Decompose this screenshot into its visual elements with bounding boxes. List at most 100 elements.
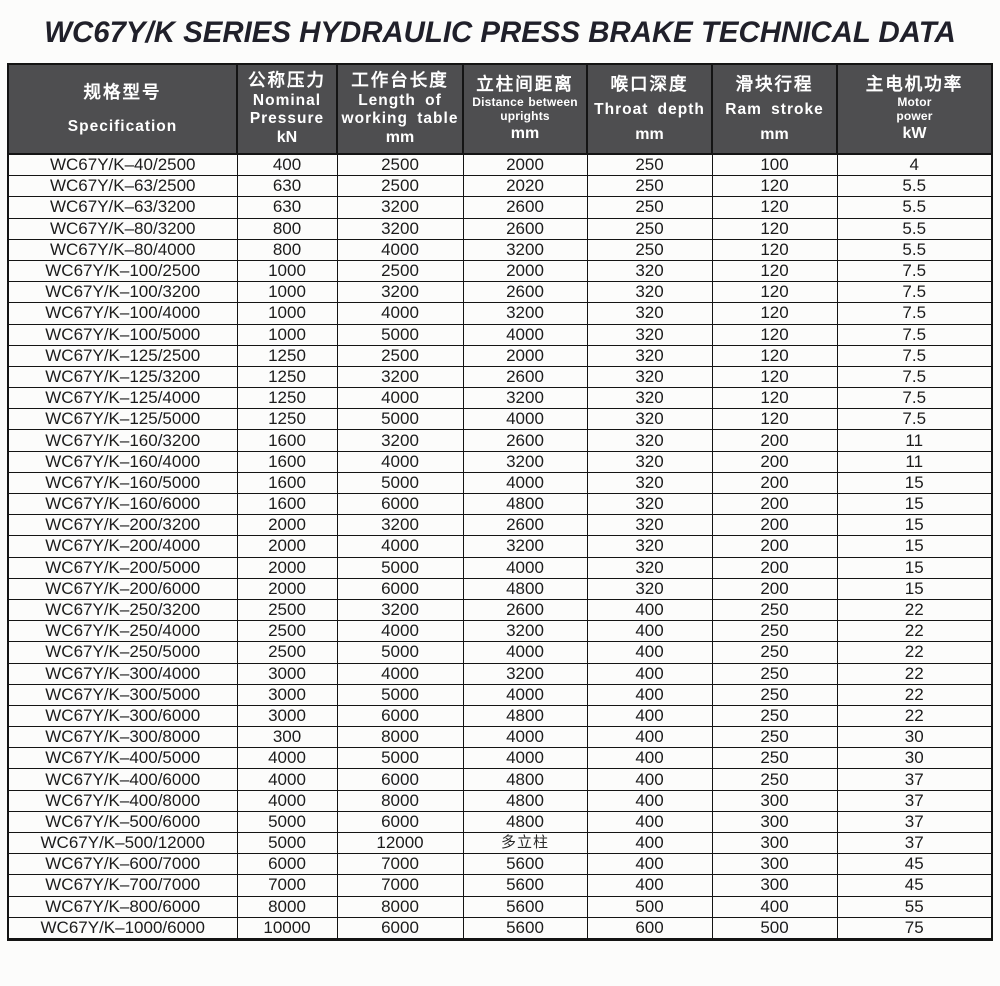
value-cell: 400 xyxy=(586,747,713,770)
value-cell: 5600 xyxy=(462,895,588,918)
value-cell: 1000 xyxy=(236,302,338,325)
header-en-label: power xyxy=(896,109,933,124)
value-cell: 320 xyxy=(586,471,713,495)
value-cell: 15 xyxy=(836,492,993,516)
value-cell: 7.5 xyxy=(836,281,993,304)
table-row: WC67Y/K–100/2500 1000 2500 2000 320 120 7.5 xyxy=(7,259,993,283)
spec-cell: WC67Y/K–63/2500 xyxy=(7,175,238,198)
table-row: WC67Y/K–40/2500 400 2500 2000 250 100 4 xyxy=(7,153,993,177)
column-header-nominal-pressure: 公称压力 Nominal Pressure kN xyxy=(236,63,338,155)
spec-cell: WC67Y/K–700/7000 xyxy=(7,874,238,897)
value-cell: 1600 xyxy=(236,429,338,452)
value-cell: 3200 xyxy=(462,535,588,558)
value-cell: 6000 xyxy=(336,704,464,728)
table-row: WC67Y/K–500/6000 5000 6000 4800 400 300 37 xyxy=(7,810,993,834)
value-cell: 4800 xyxy=(462,577,588,600)
value-cell: 400 xyxy=(586,704,713,728)
value-cell: 120 xyxy=(711,259,838,283)
value-cell: 7.5 xyxy=(836,323,993,346)
spec-cell: WC67Y/K–200/4000 xyxy=(7,535,238,558)
value-cell: 5000 xyxy=(236,831,338,855)
spec-cell: WC67Y/K–125/5000 xyxy=(7,408,238,431)
table-row: WC67Y/K–160/6000 1600 6000 4800 320 200 15 xyxy=(7,492,993,516)
value-cell: 4000 xyxy=(336,450,464,473)
table-row: WC67Y/K–500/12000 5000 12000 多立柱 400 300 37 xyxy=(7,831,993,855)
value-cell: 400 xyxy=(586,726,713,749)
header-unit-label: mm xyxy=(385,128,415,146)
table-row: WC67Y/K–63/2500 630 2500 2020 250 120 5.5 xyxy=(7,175,993,198)
value-cell: 4000 xyxy=(236,789,338,812)
spec-cell: WC67Y/K–300/8000 xyxy=(7,726,238,749)
value-cell: 2600 xyxy=(462,196,588,219)
value-cell: 2600 xyxy=(462,514,588,537)
value-cell: 120 xyxy=(711,238,838,261)
value-cell: 250 xyxy=(586,153,713,177)
value-cell: 320 xyxy=(586,281,713,304)
value-cell: 7.5 xyxy=(836,387,993,410)
table-row: WC67Y/K–125/2500 1250 2500 2000 320 120 7.5 xyxy=(7,344,993,367)
value-cell: 8000 xyxy=(336,726,464,749)
value-cell: 2500 xyxy=(236,598,338,622)
value-cell: 2000 xyxy=(236,514,338,537)
value-cell: 250 xyxy=(711,726,838,749)
value-cell: 120 xyxy=(711,408,838,431)
value-cell: 11 xyxy=(836,450,993,473)
value-cell: 4000 xyxy=(462,556,588,579)
value-cell: 2500 xyxy=(236,620,338,643)
table-row: WC67Y/K–100/5000 1000 5000 4000 320 120 7.5 xyxy=(7,323,993,346)
value-cell: 2600 xyxy=(462,217,588,240)
value-cell: 2020 xyxy=(462,175,588,198)
value-cell: 320 xyxy=(586,492,713,516)
spec-cell: WC67Y/K–500/6000 xyxy=(7,810,238,834)
value-cell: 320 xyxy=(586,577,713,600)
table-row: WC67Y/K–200/3200 2000 3200 2600 320 200 15 xyxy=(7,514,993,537)
value-cell: 多立柱 xyxy=(462,831,588,855)
value-cell: 1000 xyxy=(236,259,338,283)
value-cell: 1250 xyxy=(236,344,338,367)
value-cell: 320 xyxy=(586,408,713,431)
table-row: WC67Y/K–100/4000 1000 4000 3200 320 120 7.5 xyxy=(7,302,993,325)
value-cell: 22 xyxy=(836,598,993,622)
spec-cell: WC67Y/K–160/4000 xyxy=(7,450,238,473)
table-row: WC67Y/K–600/7000 6000 7000 5600 400 300 45 xyxy=(7,853,993,876)
value-cell: 400 xyxy=(586,683,713,706)
value-cell: 15 xyxy=(836,535,993,558)
value-cell: 4000 xyxy=(462,323,588,346)
value-cell: 120 xyxy=(711,323,838,346)
header-unit-label: kN xyxy=(276,128,298,146)
value-cell: 2500 xyxy=(336,259,464,283)
value-cell: 30 xyxy=(836,747,993,770)
value-cell: 300 xyxy=(236,726,338,749)
header-zh-label: 公称压力 xyxy=(248,70,326,91)
header-unit-label: mm xyxy=(760,125,789,143)
value-cell: 37 xyxy=(836,810,993,834)
header-en-label: Ram stroke xyxy=(725,101,824,119)
value-cell: 4000 xyxy=(462,683,588,706)
value-cell: 320 xyxy=(586,365,713,389)
spec-cell: WC67Y/K–400/5000 xyxy=(7,747,238,770)
value-cell: 630 xyxy=(236,175,338,198)
value-cell: 3200 xyxy=(336,429,464,452)
header-en-label: working table xyxy=(341,110,459,128)
header-zh-label: 立柱间距离 xyxy=(476,74,574,95)
value-cell: 3200 xyxy=(336,598,464,622)
table-row: WC67Y/K–250/5000 2500 5000 4000 400 250 22 xyxy=(7,641,993,664)
value-cell: 2000 xyxy=(236,556,338,579)
value-cell: 55 xyxy=(836,895,993,918)
value-cell: 3200 xyxy=(462,620,588,643)
column-header-distance-between-uprights: 立柱间距离 Distance between uprights mm xyxy=(462,63,588,155)
spec-cell: WC67Y/K–125/3200 xyxy=(7,365,238,389)
header-zh-label: 主电机功率 xyxy=(865,74,964,95)
value-cell: 400 xyxy=(236,153,338,177)
value-cell: 250 xyxy=(711,662,838,685)
value-cell: 22 xyxy=(836,662,993,685)
value-cell: 250 xyxy=(586,196,713,219)
value-cell: 400 xyxy=(711,895,838,918)
value-cell: 4000 xyxy=(462,747,588,770)
value-cell: 6000 xyxy=(336,492,464,516)
value-cell: 120 xyxy=(711,344,838,367)
table-row: WC67Y/K–250/4000 2500 4000 3200 400 250 22 xyxy=(7,620,993,643)
column-header-throat-depth: 喉口深度 Throat depth mm xyxy=(586,63,713,155)
value-cell: 7.5 xyxy=(836,259,993,283)
value-cell: 250 xyxy=(711,747,838,770)
